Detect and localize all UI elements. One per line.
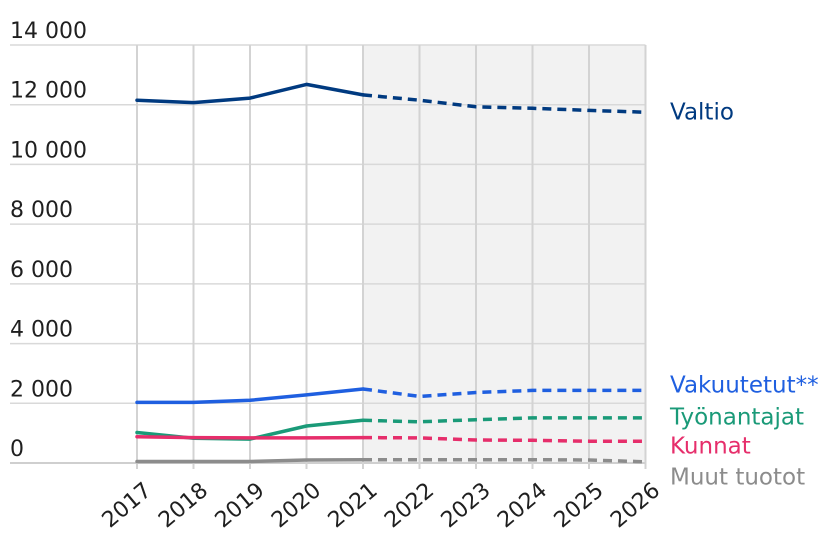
x-tick-label: 2022 [380,478,439,533]
series-label: Muut tuotot [670,465,805,491]
x-tick-label: 2021 [324,478,383,533]
x-tick-label: 2023 [437,478,496,533]
series-line-forecast [362,416,646,424]
x-tick-label: 2026 [606,478,665,533]
y-tick-label: 8 000 [10,198,73,223]
forecast-shading [363,45,646,463]
series-line-actual [135,82,365,105]
y-tick-label: 6 000 [10,258,73,283]
y-tick-label: 14 000 [10,19,87,44]
series-line-forecast [363,457,646,464]
series-label: Työnantajat [669,405,804,431]
x-tick-label: 2024 [493,478,552,533]
x-tick-label: 2017 [98,478,157,533]
series-label: Kunnat [670,434,751,460]
series-line-actual [135,387,365,405]
series-label: Valtio [670,100,734,126]
series-line-actual [135,434,365,440]
y-tick-label: 2 000 [10,377,73,402]
series-line-actual [135,457,365,464]
series-label: Vakuutetut** [670,373,819,399]
y-tick-label: 0 [10,437,24,462]
y-tick-label: 10 000 [10,138,87,163]
series-line-forecast [362,435,646,443]
x-tick-label: 2020 [267,478,326,533]
series-line-forecast [362,93,646,114]
series-line-forecast [362,387,646,399]
y-tick-label: 4 000 [10,318,73,343]
x-tick-label: 2025 [550,478,609,533]
x-tick-label: 2018 [154,478,213,533]
y-tick-label: 12 000 [10,79,87,104]
x-tick-label: 2019 [211,478,270,533]
